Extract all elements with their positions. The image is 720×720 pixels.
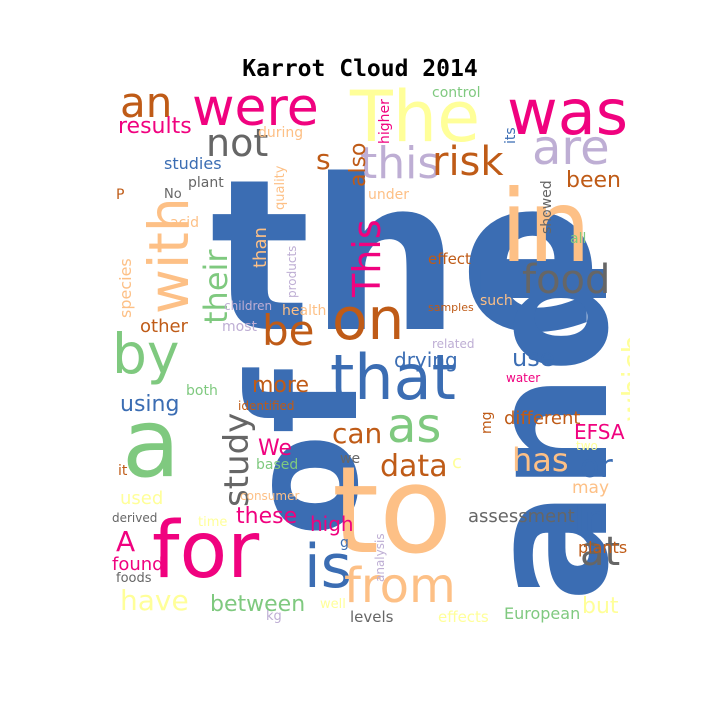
cloud-word: most xyxy=(222,319,257,335)
cloud-word: these xyxy=(236,504,298,529)
cloud-word: both xyxy=(186,383,218,399)
cloud-word: have xyxy=(120,584,189,617)
cloud-word: samples xyxy=(428,301,474,314)
cloud-word: used xyxy=(120,488,164,509)
cloud-word: derived xyxy=(112,511,158,525)
cloud-word: high xyxy=(310,512,354,536)
cloud-word: were xyxy=(192,82,319,138)
cloud-word: this xyxy=(360,138,441,189)
cloud-word: all xyxy=(570,231,587,247)
cloud-word: data xyxy=(380,449,448,484)
cloud-word: may xyxy=(572,478,610,498)
cloud-word: products xyxy=(285,245,299,298)
cloud-word: identified xyxy=(238,399,295,413)
cloud-word: risk xyxy=(432,139,504,185)
cloud-word: to xyxy=(332,442,453,581)
cloud-word: health xyxy=(282,303,327,319)
cloud-word: s xyxy=(316,143,331,176)
cloud-word: P xyxy=(116,187,125,203)
cloud-word: In xyxy=(574,499,608,540)
cloud-word: which xyxy=(617,334,630,422)
cloud-word: was xyxy=(507,82,629,149)
cloud-word: that xyxy=(330,341,456,414)
cloud-word: by xyxy=(112,322,180,386)
cloud-word: analysis xyxy=(373,533,387,582)
cloud-word: g xyxy=(340,535,349,551)
cloud-word: its xyxy=(503,127,519,144)
cloud-word: the xyxy=(210,134,603,379)
cloud-word: been xyxy=(566,168,621,193)
cloud-word: This xyxy=(345,219,389,297)
cloud-word: water xyxy=(506,371,541,385)
cloud-word: time xyxy=(198,515,228,530)
cloud-word: levels xyxy=(350,608,394,626)
cloud-word: such xyxy=(480,293,513,309)
cloud-word: species xyxy=(116,258,135,318)
cloud-word: showed xyxy=(539,180,555,234)
cloud-word: during xyxy=(258,125,304,141)
cloud-word: not xyxy=(206,121,269,165)
cloud-word: found xyxy=(112,554,164,575)
cloud-word: A xyxy=(116,525,136,558)
cloud-word: well xyxy=(320,597,346,612)
cloud-word: can xyxy=(332,417,383,450)
cloud-word: be xyxy=(262,306,315,355)
cloud-word: use xyxy=(512,344,555,372)
cloud-word: effects xyxy=(438,608,489,626)
cloud-word: different xyxy=(504,408,581,429)
cloud-word: as xyxy=(387,398,442,454)
cloud-word: c xyxy=(452,452,462,473)
cloud-word: drying xyxy=(394,348,458,372)
cloud-word: The xyxy=(350,82,481,158)
cloud-word: mg xyxy=(479,411,495,434)
cloud-word: two xyxy=(576,439,598,453)
cloud-word: results xyxy=(118,114,192,139)
cloud-word: it xyxy=(118,463,128,479)
cloud-word: food xyxy=(522,257,611,303)
cloud-word: under xyxy=(368,187,410,203)
cloud-word: We xyxy=(258,436,292,461)
cloud-word: at xyxy=(580,529,621,575)
cloud-word: studies xyxy=(164,154,222,173)
cloud-word: than xyxy=(250,227,271,268)
cloud-word: foods xyxy=(116,571,152,586)
cloud-word: is xyxy=(304,532,352,602)
cloud-word: European xyxy=(504,604,581,623)
cloud-word: in xyxy=(500,168,592,285)
cloud-word: effect xyxy=(428,250,471,268)
cloud-word: using xyxy=(120,392,180,417)
cloud-word: for xyxy=(152,506,260,596)
cloud-word: also xyxy=(346,142,371,187)
cloud-word: assessment xyxy=(468,506,575,527)
cloud-word: No xyxy=(164,187,182,202)
cloud-word: based xyxy=(256,457,299,473)
cloud-word: are xyxy=(532,120,610,176)
cloud-word: higher xyxy=(377,99,393,144)
cloud-word: other xyxy=(140,316,188,337)
cloud-word: but xyxy=(582,594,619,619)
cloud-word: consumer xyxy=(240,489,300,503)
cloud-word: plants xyxy=(578,538,628,557)
cloud-word: between xyxy=(210,592,306,617)
cloud-word: has xyxy=(512,441,569,479)
chart-title: Karrot Cloud 2014 xyxy=(242,56,478,82)
cloud-word: related xyxy=(432,337,475,351)
cloud-word: acid xyxy=(170,215,200,231)
cloud-word: a xyxy=(122,389,181,499)
cloud-word: an xyxy=(120,82,173,127)
cloud-word: or xyxy=(580,447,613,485)
cloud-word: we xyxy=(340,451,361,467)
word-cloud: the of and in to a for The were was with on that is by… xyxy=(112,82,630,630)
cloud-word: more xyxy=(252,373,309,398)
cloud-word: EFSA xyxy=(574,420,625,444)
cloud-word: quality xyxy=(273,165,288,210)
cloud-word: kg xyxy=(266,609,282,624)
cloud-word: from xyxy=(344,558,456,614)
cloud-word: on xyxy=(332,285,405,353)
cloud-word: children xyxy=(224,299,273,313)
cloud-word: plant xyxy=(188,175,224,191)
cloud-word: control xyxy=(432,85,481,101)
